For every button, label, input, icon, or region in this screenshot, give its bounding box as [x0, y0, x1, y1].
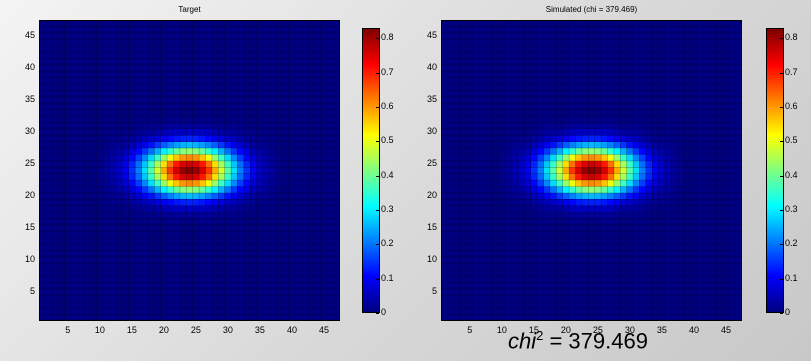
simulated-ytick-label: 10 [426, 254, 437, 265]
target-ytick-label: 15 [24, 222, 35, 233]
simulated-colorbar-tick-mark [780, 106, 783, 108]
target-xtick-label: 40 [286, 325, 297, 335]
simulated-colorbar-tick-mark [780, 244, 783, 246]
simulated-colorbar-tick-label: 0.3 [785, 203, 798, 214]
target-colorbar-tick-mark [376, 278, 379, 280]
simulated-xtick-label: 30 [624, 325, 635, 335]
target-xtick-label: 10 [94, 325, 105, 335]
target-colorbar-tick-mark [376, 313, 379, 314]
simulated-heatmap-canvas [441, 20, 742, 321]
target-colorbar-tick-label: 0.1 [381, 272, 394, 283]
simulated-colorbar-tick-mark [780, 38, 783, 40]
target-colorbar-tick-mark [376, 244, 379, 246]
simulated-colorbar-tick-label: 0.7 [785, 66, 798, 77]
simulated-colorbar-tick-label: 0.4 [785, 169, 798, 180]
simulated-colorbar-tick-label: 0 [785, 307, 791, 317]
chi-prefix: chi [508, 328, 537, 354]
simulated-ytick-label: 30 [426, 126, 437, 137]
simulated-colorbar-tick-label: 0.8 [785, 32, 798, 43]
simulated-ytick-label: 40 [426, 62, 437, 73]
target-xtick-label: 15 [126, 325, 137, 335]
target-colorbar [362, 28, 380, 313]
target-colorbar-tick-label: 0.8 [381, 32, 394, 43]
target-xtick-label: 20 [158, 325, 169, 335]
target-colorbar-tick-label: 0.4 [381, 169, 394, 180]
simulated-colorbar-tick-mark [780, 313, 783, 314]
simulated-xtick-label: 40 [688, 325, 699, 335]
target-colorbar-tick-mark [376, 72, 379, 74]
simulated-colorbar-tick-label: 0.2 [785, 238, 798, 249]
simulated-xtick-label: 10 [496, 325, 507, 335]
simulated-grid-overlay [441, 20, 742, 321]
target-ytick-label: 20 [24, 190, 35, 201]
simulated-colorbar-tick-mark [780, 209, 783, 211]
target-colorbar-tick-mark [376, 106, 379, 108]
target-colorbar-tick-label: 0.5 [381, 135, 394, 146]
simulated-xtick-label: 15 [528, 325, 539, 335]
target-heatmap [39, 20, 340, 321]
simulated-xtick-label: 20 [560, 325, 571, 335]
simulated-colorbar-tick-label: 0.6 [785, 100, 798, 111]
target-colorbar-canvas [363, 29, 379, 312]
simulated-xtick-label: 45 [720, 325, 731, 335]
target-colorbar-tick-label: 0.2 [381, 238, 394, 249]
simulated-ytick-label: 5 [431, 286, 437, 297]
simulated-colorbar-tick-label: 0.1 [785, 272, 798, 283]
chi-value: = 379.469 [543, 328, 648, 354]
target-title: Target [178, 5, 201, 14]
simulated-xtick-label: 35 [656, 325, 667, 335]
target-colorbar-tick-label: 0 [381, 307, 387, 317]
target-xtick-label: 25 [190, 325, 201, 335]
target-ytick-label: 25 [24, 158, 35, 169]
target-xtick-label: 45 [318, 325, 329, 335]
target-colorbar-tick-label: 0.7 [381, 66, 394, 77]
target-colorbar-tick-label: 0.3 [381, 203, 394, 214]
target-xtick-label: 5 [65, 325, 71, 335]
simulated-ytick-label: 35 [426, 94, 437, 105]
target-colorbar-tick-label: 0.6 [381, 100, 394, 111]
simulated-colorbar-tick-mark [780, 72, 783, 74]
simulated-colorbar-tick-mark [780, 141, 783, 143]
simulated-ytick-label: 45 [426, 30, 437, 40]
target-ytick-label: 35 [24, 94, 35, 105]
target-ytick-label: 5 [29, 286, 35, 297]
target-xtick-label: 35 [254, 325, 265, 335]
target-colorbar-tick-mark [376, 141, 379, 143]
target-ytick-label: 30 [24, 126, 35, 137]
target-ytick-label: 45 [24, 30, 35, 40]
chi-superscript: 2 [536, 328, 544, 343]
target-grid-overlay [39, 20, 340, 321]
simulated-ytick-label: 20 [426, 190, 437, 201]
simulated-colorbar-tick-label: 0.5 [785, 135, 798, 146]
target-ytick-label: 40 [24, 62, 35, 73]
chi-squared-caption: chi2 = 379.469 [508, 328, 648, 354]
simulated-title: Simulated (chi = 379.469) [545, 5, 638, 14]
simulated-ytick-label: 25 [426, 158, 437, 169]
simulated-xtick-label: 25 [592, 325, 603, 335]
simulated-xtick-label: 5 [467, 325, 473, 335]
target-heatmap-canvas [39, 20, 340, 321]
simulated-colorbar [766, 28, 784, 313]
simulated-heatmap [441, 20, 742, 321]
simulated-colorbar-tick-mark [780, 175, 783, 177]
target-colorbar-tick-mark [376, 175, 379, 177]
target-colorbar-tick-mark [376, 38, 379, 40]
simulated-panel: Simulated (chi = 379.469) 5 10 15 20 25 30 35 4… [402, 0, 811, 335]
target-colorbar-tick-mark [376, 209, 379, 211]
simulated-colorbar-canvas [767, 29, 783, 312]
simulated-colorbar-tick-mark [780, 278, 783, 280]
target-xtick-label: 30 [222, 325, 233, 335]
target-ytick-label: 10 [24, 254, 35, 265]
target-panel: Target 5 10 15 20 25 30 35 40 45 5 10 15 20 25 30 35 40 4… [0, 0, 405, 335]
simulated-ytick-label: 15 [426, 222, 437, 233]
